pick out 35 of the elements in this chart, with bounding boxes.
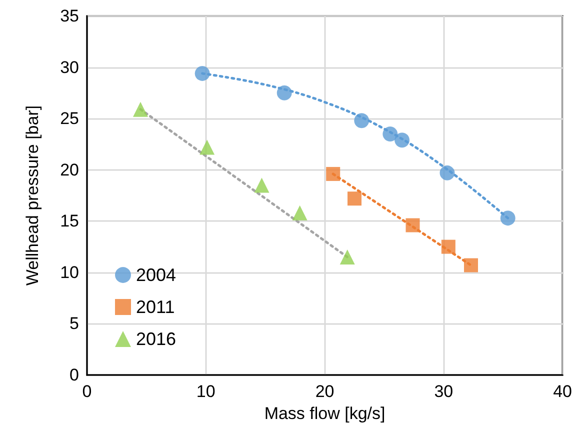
y-tick-label: 20	[60, 160, 79, 180]
point	[406, 218, 420, 232]
x-axis-title: Mass flow [kg/s]	[264, 404, 386, 423]
point	[394, 132, 410, 148]
point	[292, 205, 308, 220]
point	[254, 178, 270, 193]
point	[354, 113, 370, 128]
point	[340, 250, 355, 265]
point	[500, 210, 516, 226]
point	[382, 126, 398, 142]
y-tick-label: 5	[70, 314, 79, 334]
x-tick-label: 40	[553, 382, 572, 401]
x-tick-label: 30	[434, 382, 454, 401]
point	[200, 140, 215, 155]
point	[133, 102, 148, 117]
point	[326, 166, 340, 181]
point	[464, 258, 478, 272]
point	[347, 192, 362, 206]
point	[441, 240, 456, 254]
x-tick-label: 0	[82, 382, 92, 401]
x-tick-label: 20	[315, 382, 334, 401]
x-tick-label: 10	[196, 382, 216, 401]
y-tick-label: 35	[60, 6, 79, 26]
legend-label: 2016	[136, 329, 176, 349]
legend-label: 2011	[136, 297, 175, 317]
y-tick-label: 25	[60, 109, 79, 128]
point	[194, 66, 210, 81]
y-tick-label: 15	[60, 212, 79, 231]
legend-label: 2004	[136, 265, 176, 285]
y-axis-title: Wellhead pressure [bar]	[23, 105, 42, 286]
y-tick-label: 0	[70, 366, 79, 384]
point	[276, 85, 292, 100]
y-tick-label: 30	[60, 58, 79, 77]
point	[440, 165, 455, 180]
y-tick-label: 10	[60, 262, 79, 282]
